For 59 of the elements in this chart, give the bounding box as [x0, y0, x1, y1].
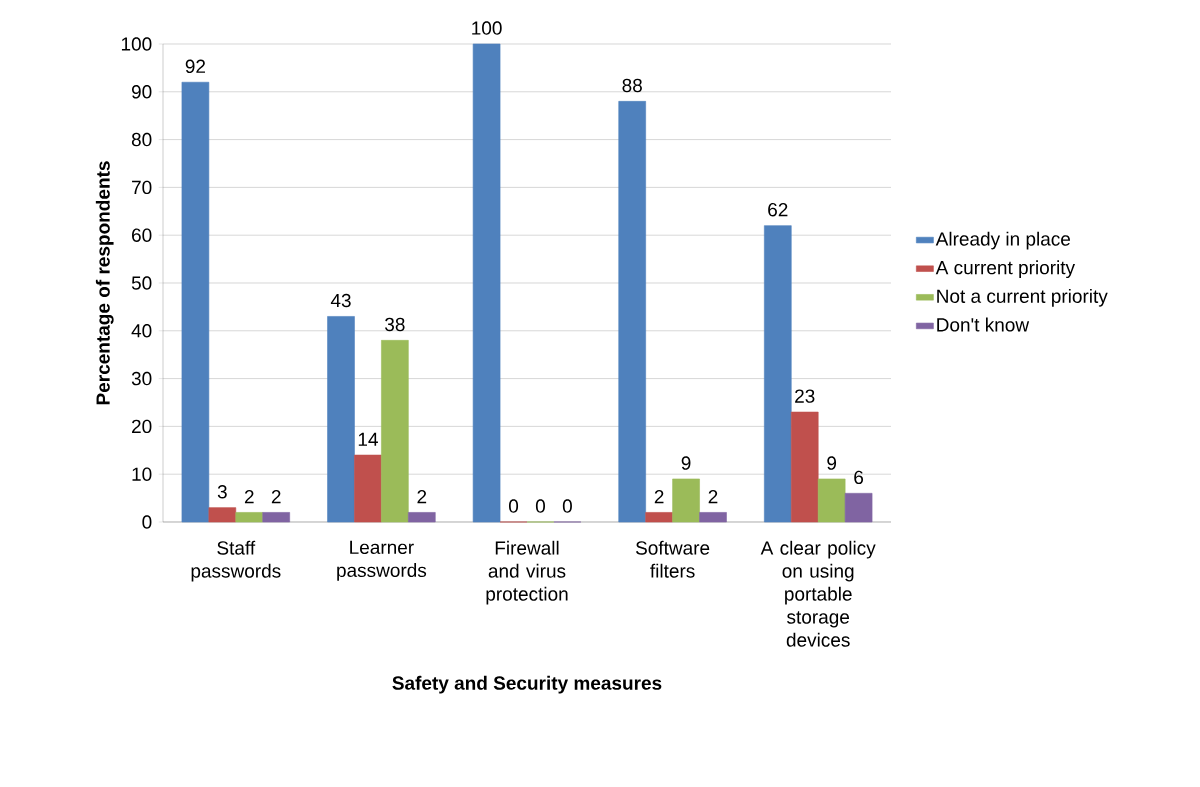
y-tick-label: 90 — [131, 85, 152, 99]
data-label: 100 — [472, 21, 502, 35]
y-tick-label: 40 — [131, 324, 152, 338]
y-tick-label: 60 — [132, 228, 152, 242]
bar — [208, 507, 237, 523]
data-label: 2 — [708, 489, 718, 504]
bar — [181, 81, 210, 523]
data-label: 2 — [417, 489, 427, 504]
bar — [354, 454, 382, 523]
bar — [262, 512, 290, 523]
bar — [790, 411, 819, 523]
y-tick-label: 50 — [131, 276, 152, 290]
data-label: 9 — [827, 456, 837, 470]
data-label: 2 — [244, 489, 254, 504]
data-label: 88 — [622, 78, 642, 93]
bar — [672, 478, 700, 523]
data-label: 43 — [330, 293, 351, 308]
data-label: 38 — [385, 317, 405, 332]
data-label: 3 — [217, 485, 227, 499]
bar — [844, 493, 873, 523]
bar — [764, 225, 792, 523]
data-label: 23 — [795, 389, 815, 403]
data-label: 9 — [681, 456, 691, 470]
bar — [618, 101, 646, 523]
x-tick-label: A clear policy on using portable storage devices — [760, 540, 876, 647]
y-tick-label: 80 — [131, 132, 152, 147]
legend-label: A current priority — [935, 260, 1076, 279]
legend-label: Not a current priority — [937, 288, 1108, 307]
x-tick-label: Staff passwords — [191, 540, 281, 582]
data-label: 2 — [271, 489, 281, 504]
data-label: 6 — [854, 470, 864, 485]
x-axis-title: Safety and Security measures — [392, 675, 662, 694]
y-tick-label: 10 — [132, 467, 152, 481]
legend-label: Already in place — [935, 231, 1071, 250]
y-tick-label: 0 — [142, 515, 152, 529]
data-label: 0 — [562, 499, 572, 513]
data-label: 0 — [535, 499, 546, 513]
y-tick-label: 20 — [132, 419, 152, 434]
x-tick-label: Firewall and virus protection — [486, 540, 568, 605]
y-tick-label: 30 — [131, 371, 152, 386]
y-tick-label: 70 — [132, 180, 152, 195]
bar — [381, 340, 409, 523]
bar — [699, 512, 727, 523]
data-label: 14 — [358, 432, 378, 446]
bar — [645, 512, 673, 523]
data-label: 0 — [508, 499, 519, 513]
bar — [472, 43, 501, 523]
data-label: 2 — [654, 489, 664, 504]
x-tick-label: Software filters — [635, 540, 710, 578]
y-axis-title: Percentage of respondents — [95, 161, 114, 405]
bar — [235, 512, 264, 523]
bar — [408, 512, 436, 523]
bar — [817, 478, 846, 523]
data-label: 92 — [185, 59, 206, 74]
x-tick-label: Learner passwords — [337, 540, 427, 581]
data-label: 62 — [768, 202, 788, 217]
bar — [327, 316, 355, 523]
y-tick-label: 100 — [121, 37, 152, 51]
legend-label: Don't know — [937, 317, 1030, 332]
